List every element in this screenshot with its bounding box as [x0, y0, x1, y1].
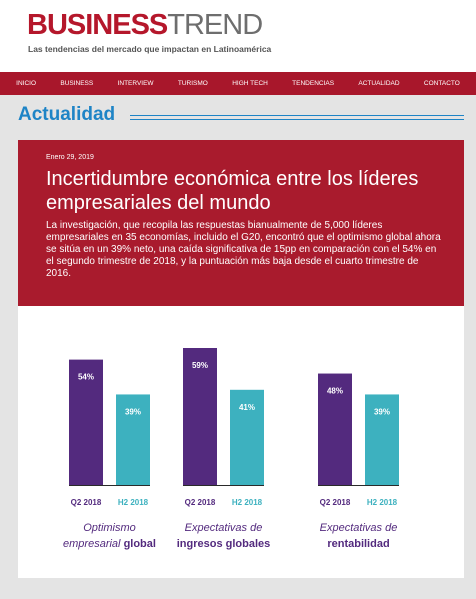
chart-bar: [183, 348, 217, 485]
bar-value-label: 48%: [327, 387, 343, 396]
chart-bar: [69, 359, 103, 485]
bar-category-label: H2 2018: [232, 498, 263, 507]
chart-bar: [116, 394, 150, 485]
bar-category-label: H2 2018: [118, 498, 149, 507]
group-caption-line2: rentabilidad: [327, 538, 389, 550]
group-caption-line1: Expectativas de: [320, 522, 398, 534]
chart-bar: [365, 394, 399, 485]
group-caption-line2: empresarial global: [63, 538, 156, 550]
nav-item-interview[interactable]: INTERVIEW: [117, 80, 154, 87]
site-tagline: Las tendencias del mercado que impactan …: [28, 44, 272, 54]
bar-chart: 54% Q2 2018 39% H2 2018 Optimismo empresarial…: [63, 348, 399, 550]
bar-value-label: 54%: [78, 373, 94, 382]
nav-item-turismo[interactable]: TURISMO: [177, 80, 208, 87]
group-caption-line1: Optimismo: [83, 522, 136, 534]
nav-item-inicio[interactable]: INICIO: [16, 80, 37, 87]
caption-bold: ingresos globales: [177, 538, 271, 550]
bar-category-label: H2 2018: [367, 498, 398, 507]
article-headline[interactable]: Incertidumbre económica entre los lídere…: [46, 168, 419, 214]
caption-bold: rentabilidad: [327, 538, 389, 550]
nav-item-contacto[interactable]: CONTACTO: [423, 80, 460, 87]
bar-value-label: 39%: [125, 407, 141, 416]
nav-item-actualidad[interactable]: ACTUALIDAD: [358, 80, 400, 87]
article-summary: La investigación, que recopila las respu…: [46, 220, 441, 279]
chart-bar: [318, 373, 352, 485]
bar-value-label: 39%: [374, 407, 390, 416]
section-title: Actualidad: [18, 104, 116, 125]
nav-item-business[interactable]: BUSINESS: [60, 80, 94, 87]
bar-value-label: 59%: [192, 361, 208, 370]
section-title-rule: [130, 115, 464, 120]
article-date: Enero 29, 2019: [46, 154, 94, 161]
nav-item-tendencias[interactable]: TENDENCIAS: [292, 80, 335, 87]
caption-bold: global: [124, 538, 156, 550]
site-logo[interactable]: BUSINESSTREND: [27, 9, 263, 41]
bar-category-label: Q2 2018: [185, 498, 216, 507]
group-caption-line1: Expectativas de: [185, 522, 263, 534]
chart-bar: [230, 389, 264, 485]
group-caption-line2: ingresos globales: [177, 538, 271, 550]
nav-item-high-tech[interactable]: HIGH TECH: [232, 80, 268, 87]
chart-panel: 54% Q2 2018 39% H2 2018 Optimismo empresarial…: [18, 306, 464, 578]
bar-category-label: Q2 2018: [71, 498, 102, 507]
bar-value-label: 41%: [239, 403, 255, 412]
site-header: BUSINESSTREND Las tendencias del mercado…: [0, 0, 476, 72]
bar-category-label: Q2 2018: [320, 498, 351, 507]
caption-prefix: empresarial: [63, 538, 124, 550]
main-nav: INICIO BUSINESS INTERVIEW TURISMO HIGH T…: [0, 72, 476, 95]
article-hero: Enero 29, 2019 Incertidumbre económica e…: [18, 140, 464, 306]
